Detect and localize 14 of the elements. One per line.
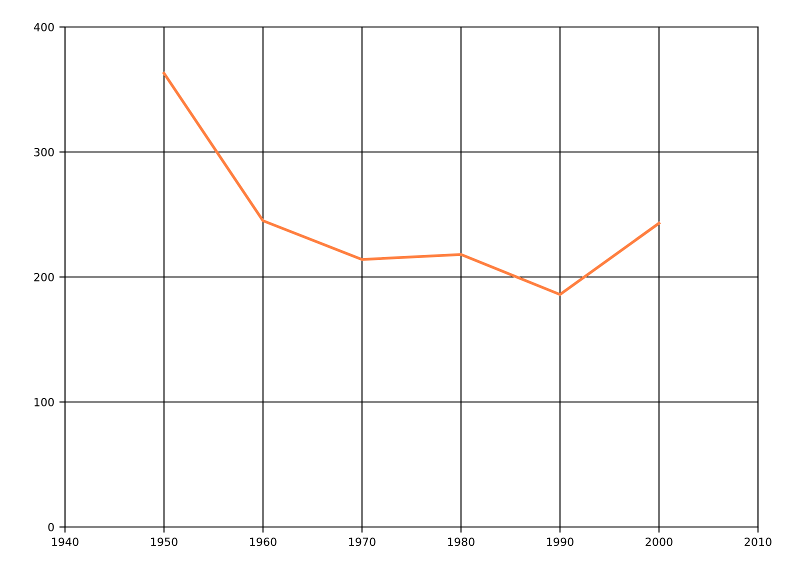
x-tick-label: 1970 <box>349 538 376 546</box>
y-tick-label: 200 <box>34 272 54 282</box>
x-tick-label: 1980 <box>448 538 474 546</box>
x-tick-label: 1990 <box>547 538 574 546</box>
y-tick-label: 300 <box>34 148 54 156</box>
y-tick-label: 0 <box>48 522 54 532</box>
x-tick-label: 1960 <box>250 538 276 546</box>
line-series <box>162 72 660 296</box>
y-tick-label: 100 <box>34 398 54 406</box>
x-tick-label: 1950 <box>151 538 178 546</box>
x-tick-label: 2010 <box>744 538 772 546</box>
y-tick-label: 400 <box>34 22 54 32</box>
x-tick-label: 1940 <box>52 538 78 546</box>
x-tick-label: 2000 <box>646 538 672 546</box>
